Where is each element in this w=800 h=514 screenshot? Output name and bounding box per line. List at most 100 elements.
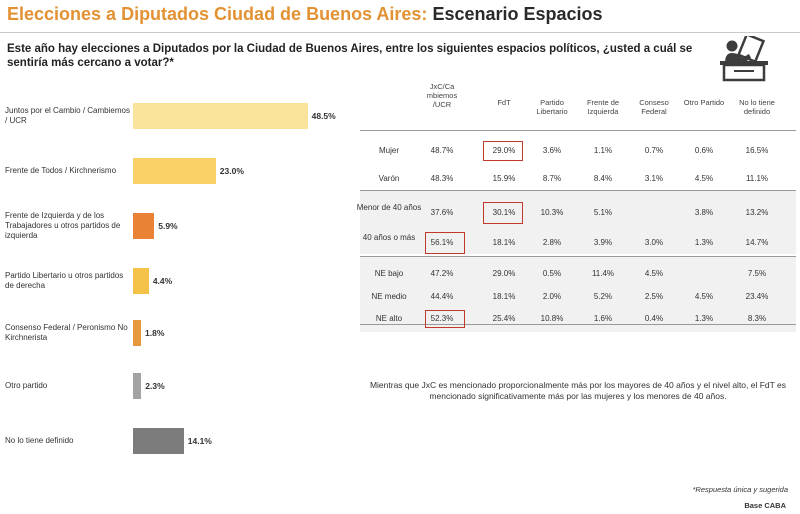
table-cell: 1.3% [694,314,714,323]
table-cell: 25.4% [492,314,516,323]
table-group-band [360,190,796,254]
table-cell: 48.3% [430,174,454,183]
title-part-1: Elecciones a Diputados Ciudad de Buenos … [7,4,428,24]
table-cell: 3.6% [542,146,562,155]
table-cell: 48.7% [430,146,454,155]
table-cell: 3.1% [644,174,664,183]
table-cell: 2.0% [542,292,562,301]
significance-highlight [425,310,465,328]
table-cell: 23.4% [745,292,769,301]
bar [133,373,142,399]
table-cell: 0.5% [542,269,562,278]
row-label: NE medio [371,292,407,301]
table-cell: 16.5% [745,146,769,155]
bar-value-label: 4.4% [152,276,173,286]
column-header: JxC/Ca mbiemos /UCR [426,82,458,109]
table-cell: 56.1% [430,238,454,247]
table-cell: 13.2% [745,208,769,217]
bar [133,103,308,129]
table-cell: 1.1% [593,146,613,155]
table-cell: 30.1% [492,208,516,217]
bar-value-label: 23.0% [219,166,244,176]
table-cell: 1.3% [694,238,714,247]
page-title: Elecciones a Diputados Ciudad de Buenos … [7,4,603,25]
survey-question: Este año hay elecciones a Diputados por … [7,43,693,69]
table-rule [360,130,796,131]
table-cell: 18.1% [492,238,516,247]
bar-label: Otro partido [5,381,48,390]
column-header: FdT [497,98,511,107]
bar-label: Frente de Izquierda y de los Trabajadore… [5,211,121,240]
bar-label: Partido Libertario u otros partidos de d… [5,271,124,290]
bar-label: Consenso Federal / Peronismo No Kirchner… [5,323,128,342]
table-cell: 10.3% [540,208,564,217]
table-cell: 0.6% [694,146,714,155]
row-label: Varón [378,174,400,183]
table-rule [360,190,796,191]
table-cell: 29.0% [492,146,516,155]
table-cell: 47.2% [430,269,454,278]
table-cell: 18.1% [492,292,516,301]
table-cell: 15.9% [492,174,516,183]
table-cell: 11.1% [745,174,769,183]
row-label: Menor de 40 años [356,203,422,212]
title-part-2: Escenario Espacios [432,4,603,24]
table-cell: 5.1% [593,208,613,217]
row-label: NE alto [375,314,403,323]
base-label: Base CABA [744,501,786,510]
bar [133,428,184,454]
column-header: Otro Partido [683,98,725,107]
table-rule [360,256,796,257]
column-header: Conseso Federal [639,98,669,116]
column-header: Frente de Izquierda [586,98,620,116]
bar-value-label: 5.9% [158,221,178,231]
significance-highlight [425,232,465,254]
column-header: Partido Libertario [536,98,568,116]
table-cell: 52.3% [430,314,454,323]
table-cell: 14.7% [745,238,769,247]
table-cell: 2.5% [644,292,664,301]
vote-intention-bar-chart: Juntos por el Cambio / Cambiemos / UCR 48… [0,95,360,475]
column-header: No lo tiene definido [739,98,775,116]
table-cell: 10.8% [540,314,564,323]
table-cell: 1.6% [593,314,613,323]
bar [133,158,216,184]
table-cell: 8.7% [542,174,562,183]
footnote: *Respuesta única y sugerida [692,485,788,494]
table-cell: 0.7% [644,146,664,155]
table-cell: 7.5% [747,269,767,278]
significance-highlight [483,141,523,161]
insight-note: Mientras que JxC es mencionado proporcio… [369,380,787,401]
table-cell: 29.0% [492,269,516,278]
table-cell: 3.8% [694,208,714,217]
table-cell: 4.5% [644,269,664,278]
bar-value-label: 14.1% [187,436,212,446]
table-cell: 11.4% [591,269,615,278]
table-cell: 3.9% [593,238,613,247]
table-cell: 37.6% [430,208,454,217]
bar-value-label: 48.5% [311,111,336,121]
bar-label: No lo tiene definido [5,436,74,445]
table-cell: 2.8% [542,238,562,247]
table-rule [360,324,796,325]
bar-value-label: 1.8% [145,328,165,338]
significance-highlight [483,202,523,224]
table-cell: 8.4% [593,174,613,183]
table-cell: 4.5% [694,174,714,183]
title-divider [0,32,800,33]
bar [133,320,141,346]
row-label: 40 años o más [362,233,416,242]
bar-label: Juntos por el Cambio / Cambiemos / UCR [5,106,130,125]
bar-label: Frente de Todos / Kirchnerismo [5,166,117,175]
table-group-band [360,256,796,332]
table-cell: 8.3% [747,314,767,323]
table-cell: 5.2% [593,292,613,301]
ballot-box-vote-icon [720,36,768,82]
table-cell: 44.4% [430,292,454,301]
table-cell: 0.4% [644,314,664,323]
table-cell: 3.0% [644,238,664,247]
table-cell: 4.5% [694,292,714,301]
bar-value-label: 2.3% [145,381,165,391]
bar [133,213,155,239]
bar [133,268,149,294]
